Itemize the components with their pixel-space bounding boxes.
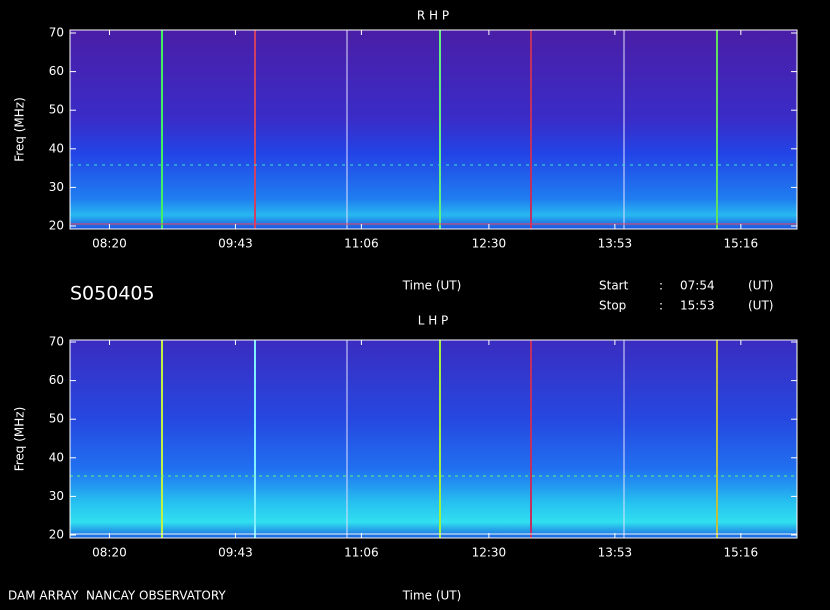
x-tick-label: 15:16 bbox=[724, 546, 759, 560]
y-tick-label: 50 bbox=[49, 412, 64, 426]
chart-title: L H P bbox=[418, 314, 449, 328]
y-tick-label: 50 bbox=[49, 103, 64, 117]
unit: (UT) bbox=[748, 279, 773, 293]
stop-label: Stop bbox=[599, 299, 626, 313]
y-tick-label: 20 bbox=[49, 219, 64, 233]
x-tick-label: 12:30 bbox=[472, 237, 507, 251]
y-tick-label: 70 bbox=[49, 26, 64, 40]
spectrogram-image bbox=[70, 30, 797, 229]
y-tick-label: 60 bbox=[49, 373, 64, 387]
stop-time: 15:53 bbox=[680, 299, 715, 313]
x-tick-label: 15:16 bbox=[724, 237, 759, 251]
spectrogram-image bbox=[70, 340, 797, 538]
observation-id: S050405 bbox=[70, 283, 155, 305]
y-tick-label: 20 bbox=[49, 528, 64, 542]
y-axis-label: Freq (MHz) bbox=[13, 407, 27, 472]
x-tick-label: 13:53 bbox=[598, 237, 633, 251]
y-tick-label: 40 bbox=[49, 450, 64, 464]
chart-title: R H P bbox=[417, 9, 449, 23]
calibration-lines bbox=[70, 30, 797, 538]
y-tick-label: 40 bbox=[49, 141, 64, 155]
x-tick-label: 08:20 bbox=[92, 237, 127, 251]
y-tick-label: 30 bbox=[49, 489, 64, 503]
x-tick-label: 11:06 bbox=[344, 546, 379, 560]
start-label: Start bbox=[599, 279, 629, 293]
x-tick-label: 09:43 bbox=[218, 237, 253, 251]
colon: : bbox=[659, 299, 663, 313]
unit: (UT) bbox=[748, 299, 773, 313]
plot-frame bbox=[69, 339, 798, 539]
x-tick-label: 13:53 bbox=[598, 546, 633, 560]
y-tick-label: 30 bbox=[49, 180, 64, 194]
x-axis-label: Time (UT) bbox=[402, 589, 462, 603]
x-axis-label: Time (UT) bbox=[402, 279, 462, 293]
y-tick-label: 60 bbox=[49, 64, 64, 78]
plot-frame bbox=[69, 29, 798, 230]
y-axis-label: Freq (MHz) bbox=[13, 97, 27, 162]
x-tick-label: 12:30 bbox=[472, 546, 507, 560]
footer: DAM ARRAY NANCAY OBSERVATORY bbox=[8, 589, 226, 603]
x-tick-label: 11:06 bbox=[344, 237, 379, 251]
start-time: 07:54 bbox=[680, 279, 715, 293]
colon: : bbox=[659, 279, 663, 293]
y-tick-label: 70 bbox=[49, 335, 64, 349]
x-tick-label: 08:20 bbox=[92, 546, 127, 560]
x-tick-label: 09:43 bbox=[218, 546, 253, 560]
